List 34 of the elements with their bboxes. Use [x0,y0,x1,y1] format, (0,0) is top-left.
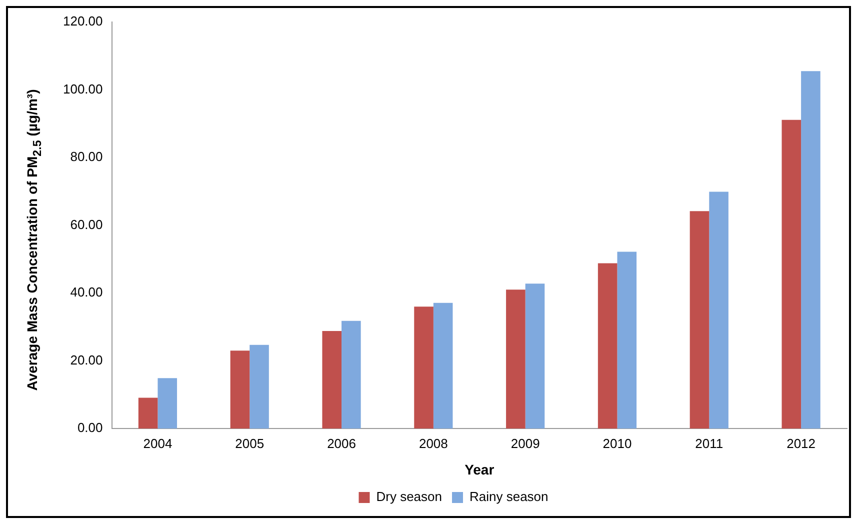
bar [801,71,820,429]
y-tick-label: 20.00 [70,352,103,368]
bar [158,378,178,429]
x-tick-label: 2006 [327,436,356,451]
x-tick-label: 2004 [143,436,172,451]
bar [322,331,342,429]
y-tick-label: 60.00 [70,216,103,232]
bar [433,302,453,429]
bar [414,306,434,429]
x-tick-label: 2011 [695,436,724,451]
x-tick-label: 2005 [235,436,264,451]
bar [598,263,618,429]
bar [138,398,158,429]
x-axis-title: Year [464,461,495,478]
bar [617,252,637,429]
legend-label: Dry season [376,489,442,504]
x-tick-label: 2010 [602,436,632,451]
bar [230,350,250,429]
bar [690,211,710,429]
y-tick-label: 0.00 [77,420,103,436]
bar [342,320,361,429]
bar [782,120,802,429]
x-tick-label: 2012 [786,436,816,451]
bar [250,344,269,429]
x-tick-label: 2009 [510,436,540,451]
y-tick-label: 120.00 [62,14,103,29]
y-tick-label: 100.00 [62,81,103,96]
y-tick-label: 80.00 [70,149,103,164]
bar [709,192,728,429]
legend-label: Rainy season [469,489,548,504]
bar [525,284,545,429]
y-tick-label: 40.00 [70,284,103,300]
x-tick-label: 2008 [418,436,448,451]
bar [506,290,526,429]
